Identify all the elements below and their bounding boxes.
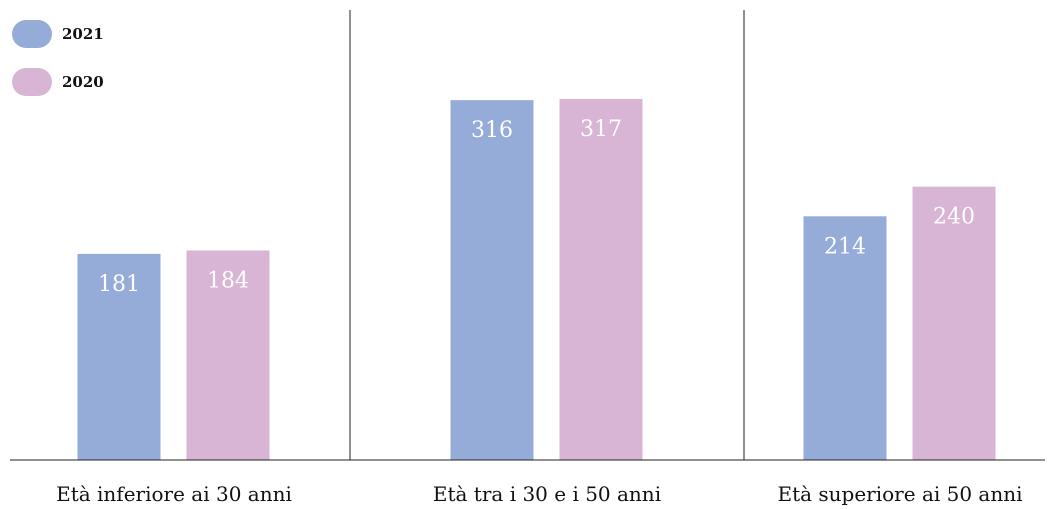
value-label-2020-1: 184	[207, 268, 249, 293]
bar-2021-1	[77, 253, 161, 460]
legend-swatch-2021	[12, 20, 52, 48]
value-label-2021-2: 316	[471, 118, 513, 143]
bar-2021-2	[450, 100, 534, 461]
bar-2020-3	[912, 186, 996, 461]
value-label-2020-3: 240	[933, 205, 975, 230]
legend-label-2020: 2020	[62, 73, 104, 91]
legend-label-2021: 2021	[62, 25, 104, 43]
value-label-2021-3: 214	[824, 234, 866, 259]
bar-2021-3	[803, 216, 887, 460]
legend-item-2021: 2021	[12, 20, 104, 48]
category-label-1: Età inferiore ai 30 anni	[56, 482, 292, 506]
legend: 2021 2020	[12, 20, 104, 116]
legend-swatch-2020	[12, 68, 52, 96]
category-label-3: Età superiore ai 50 anni	[777, 482, 1022, 506]
bar-2020-2	[559, 99, 643, 460]
value-label-2021-1: 181	[98, 272, 140, 297]
value-label-2020-2: 317	[580, 117, 622, 142]
bar-2020-1	[186, 250, 270, 460]
category-label-2: Età tra i 30 e i 50 anni	[433, 482, 661, 506]
legend-item-2020: 2020	[12, 68, 104, 96]
